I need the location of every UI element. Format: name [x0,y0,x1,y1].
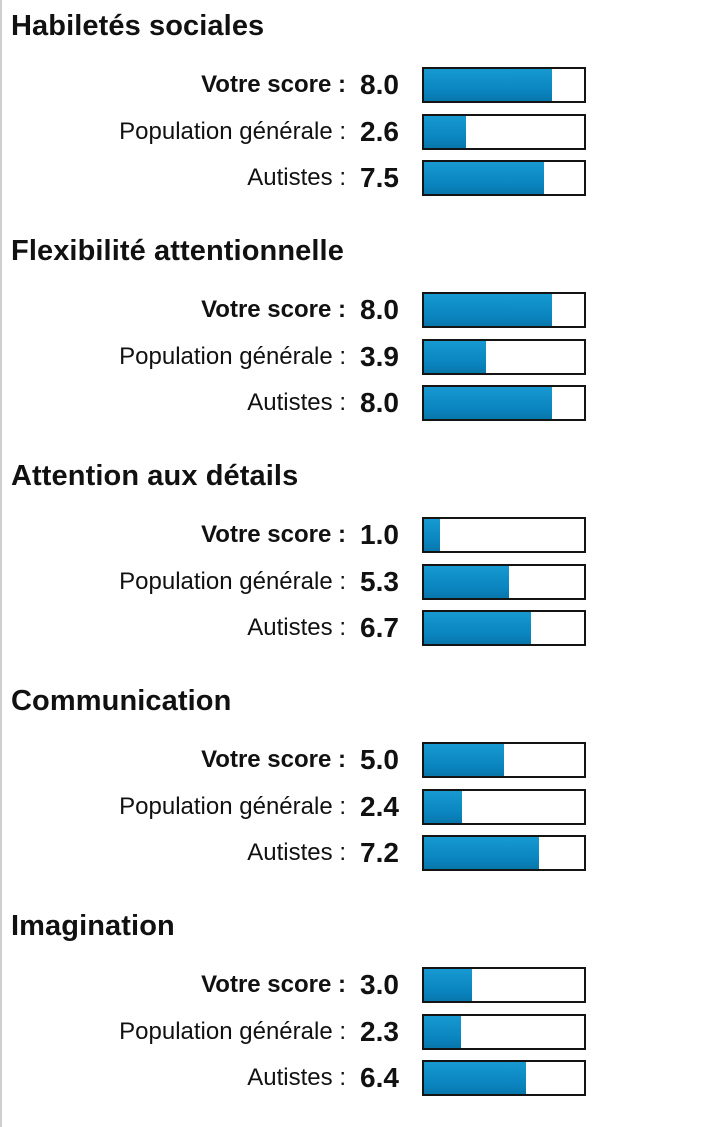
row-label: Autistes : [247,389,346,416]
score-bar [422,160,586,196]
row-population-generale: Population générale : 2.4 [0,788,720,826]
section-flexibilite-attentionnelle: Flexibilité attentionnelle Votre score :… [0,225,720,450]
row-votre-score: Votre score : 1.0 [0,516,720,554]
row-value: 6.4 [360,1062,399,1093]
row-label: Autistes : [247,164,346,191]
row-value: 8.0 [360,294,399,325]
score-bar-fill [424,341,487,373]
score-bar [422,742,586,778]
row-value: 1.0 [360,519,399,550]
score-bar [422,1060,586,1096]
score-bar [422,292,586,328]
row-label: Population générale : [119,343,346,370]
row-label: Population générale : [119,568,346,595]
row-label: Autistes : [247,1064,346,1091]
row-label: Votre score : [201,71,346,98]
score-bar [422,114,586,150]
row-population-generale: Population générale : 3.9 [0,338,720,376]
row-label: Votre score : [201,296,346,323]
row-value: 3.0 [360,969,399,1000]
score-bar-fill [424,519,440,551]
score-bar-fill [424,612,532,644]
row-value: 7.2 [360,837,399,868]
score-bar-fill [424,791,463,823]
score-bar [422,564,586,600]
score-bar [422,517,586,553]
score-bar-fill [424,1062,527,1094]
row-population-generale: Population générale : 2.3 [0,1013,720,1051]
row-votre-score: Votre score : 8.0 [0,66,720,104]
row-autistes: Autistes : 6.4 [0,1059,720,1097]
row-value: 2.6 [360,116,399,147]
score-bar-fill [424,69,552,101]
score-bar [422,835,586,871]
row-value: 5.3 [360,566,399,597]
score-bar-fill [424,294,552,326]
row-label: Population générale : [119,793,346,820]
row-label: Votre score : [201,746,346,773]
section-attention-aux-details: Attention aux détails Votre score : 1.0 … [0,450,720,675]
row-autistes: Autistes : 7.2 [0,834,720,872]
row-votre-score: Votre score : 3.0 [0,966,720,1004]
score-bar-fill [424,116,466,148]
row-value: 5.0 [360,744,399,775]
score-bar-fill [424,744,504,776]
row-label: Autistes : [247,839,346,866]
row-value: 6.7 [360,612,399,643]
score-bar [422,789,586,825]
section-communication: Communication Votre score : 5.0 Populati… [0,675,720,900]
row-population-generale: Population générale : 5.3 [0,563,720,601]
section-habiletes-sociales: Habiletés sociales Votre score : 8.0 Pop… [0,0,720,225]
score-bar [422,610,586,646]
row-votre-score: Votre score : 8.0 [0,291,720,329]
row-label: Population générale : [119,118,346,145]
left-divider [0,0,2,1127]
row-value: 7.5 [360,162,399,193]
row-label: Votre score : [201,521,346,548]
section-title: Habiletés sociales [11,10,265,42]
score-bar [422,67,586,103]
row-population-generale: Population générale : 2.6 [0,113,720,151]
row-label: Population générale : [119,1018,346,1045]
row-votre-score: Votre score : 5.0 [0,741,720,779]
score-bar-fill [424,1016,461,1048]
score-bar-fill [424,162,544,194]
score-bar [422,1014,586,1050]
row-autistes: Autistes : 7.5 [0,159,720,197]
row-value: 3.9 [360,341,399,372]
score-bar [422,339,586,375]
row-value: 8.0 [360,387,399,418]
row-value: 8.0 [360,69,399,100]
score-bar-fill [424,837,540,869]
score-bar-fill [424,566,509,598]
score-bar [422,385,586,421]
score-bar-fill [424,969,472,1001]
row-label: Votre score : [201,971,346,998]
section-title: Flexibilité attentionnelle [11,235,344,267]
row-value: 2.3 [360,1016,399,1047]
row-autistes: Autistes : 8.0 [0,384,720,422]
section-imagination: Imagination Votre score : 3.0 Population… [0,900,720,1125]
row-autistes: Autistes : 6.7 [0,609,720,647]
section-title: Attention aux détails [11,460,299,492]
row-value: 2.4 [360,791,399,822]
section-title: Imagination [11,910,175,942]
section-title: Communication [11,685,232,717]
score-bar [422,967,586,1003]
score-bar-fill [424,387,552,419]
row-label: Autistes : [247,614,346,641]
